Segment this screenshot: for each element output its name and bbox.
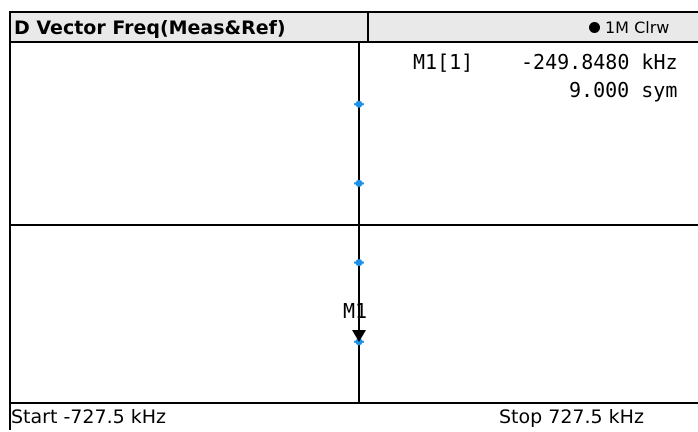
trace-mode-label: 1M Clrw (605, 18, 670, 37)
diagram-title: D Vector Freq(Meas&Ref) (14, 17, 286, 39)
diagram-window (9, 11, 698, 430)
marker-readout-value: -249.8480 kHz (521, 50, 678, 74)
trace-indicator-icon (589, 22, 600, 33)
title-bar: D Vector Freq(Meas&Ref) 1M Clrw (11, 13, 698, 43)
plot-area[interactable]: M1 M1[1] -249.8480 kHz 9.000 sym (11, 43, 698, 403)
title-separator (367, 13, 369, 41)
marker-m1-triangle-icon[interactable] (352, 330, 366, 342)
stop-frequency-label: Stop 727.5 kHz (499, 406, 644, 428)
marker-readout-position: 9.000 sym (569, 78, 677, 102)
marker-m1-label: M1 (343, 299, 367, 323)
footer-bar: Start -727.5 kHz Stop 727.5 kHz (11, 402, 698, 430)
trace-info: 1M Clrw (589, 18, 669, 37)
start-frequency-label: Start -727.5 kHz (11, 406, 167, 428)
marker-readout-name: M1[1] (413, 50, 473, 74)
